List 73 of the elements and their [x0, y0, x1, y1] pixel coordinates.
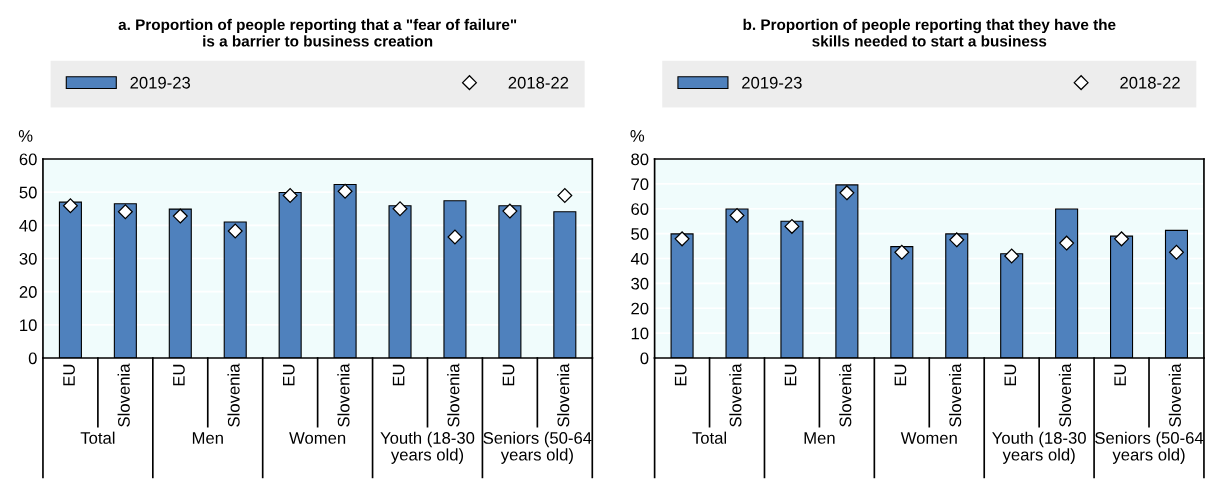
- x-tick-label: Slovenia: [1058, 363, 1072, 427]
- point: [172, 208, 188, 224]
- y-tick-label: 50: [631, 228, 649, 240]
- text: Men: [804, 432, 835, 444]
- chart-title: a. Proportion of people reporting that a "fear of failure" is a barrier to business creation: [118, 18, 517, 47]
- x-tick-label: EU: [283, 364, 295, 386]
- x-tick-label: Slovenia: [557, 363, 570, 427]
- point: [1168, 244, 1184, 260]
- y-tick-label: 30: [631, 277, 649, 290]
- point: [502, 203, 518, 219]
- point: [557, 188, 573, 204]
- x-tick-label: Slovenia: [117, 363, 130, 427]
- x-tick-label: EU: [392, 364, 405, 386]
- point: [674, 231, 690, 247]
- point: [839, 185, 855, 201]
- y-tick-label: 60: [631, 203, 649, 215]
- y-tick-label: 30: [19, 252, 37, 265]
- x-tick-label: EU: [502, 364, 515, 386]
- x-tick-label: Slovenia: [729, 363, 742, 427]
- y-axis-title: %: [18, 130, 33, 142]
- legend-label: 2018-22: [1120, 76, 1180, 89]
- text: Men: [192, 432, 223, 444]
- y-tick-label: 40: [19, 219, 37, 232]
- y-tick-label: 10: [631, 327, 649, 340]
- y-tick-label: 80: [631, 153, 649, 166]
- x-tick-label: Slovenia: [1168, 363, 1181, 427]
- y-tick-label: 20: [631, 302, 649, 315]
- text: Youth (18-30 years old): [992, 431, 1086, 464]
- y-tick-label: 0: [640, 352, 649, 365]
- x-tick-label: EU: [894, 364, 907, 386]
- y-tick-label: 0: [28, 352, 37, 365]
- x-tick-label: Slovenia: [337, 363, 350, 427]
- x-tick-label: EU: [63, 364, 75, 386]
- point: [949, 232, 965, 248]
- legend-label: 2019-23: [130, 76, 191, 89]
- point: [447, 229, 463, 245]
- point: [282, 188, 298, 204]
- point: [392, 201, 408, 217]
- x-tick-label: EU: [173, 364, 185, 386]
- point: [337, 183, 353, 199]
- x-tick-label: Slovenia: [447, 363, 460, 427]
- point: [784, 218, 800, 234]
- y-axis-title: %: [630, 130, 645, 142]
- point: [894, 244, 910, 260]
- x-tick-label: EU: [674, 364, 687, 386]
- chart-title: b. Proportion of people reporting that they have the skills needed to start a business: [743, 18, 1116, 47]
- point: [62, 198, 78, 214]
- x-tick-label: EU: [1114, 364, 1127, 386]
- point: [227, 223, 243, 239]
- y-tick-label: 70: [631, 178, 649, 191]
- y-tick-label: 40: [630, 252, 649, 265]
- x-tick-label: Slovenia: [839, 363, 852, 427]
- legend-label: 2018-22: [508, 76, 569, 89]
- y-tick-label: 10: [20, 319, 37, 332]
- point: [729, 207, 745, 223]
- text: Women: [900, 432, 957, 444]
- point: [1114, 231, 1130, 247]
- x-tick-label: Slovenia: [948, 363, 962, 427]
- x-tick-label: Slovenia: [227, 363, 240, 427]
- point: [1059, 235, 1075, 251]
- x-tick-label: EU: [784, 364, 797, 386]
- x-tick-label: EU: [1004, 364, 1017, 386]
- legend-label: 2019-23: [742, 76, 802, 89]
- text: Total: [692, 431, 727, 444]
- text: Seniors (50-64 years old): [483, 431, 592, 464]
- y-tick-label: 20: [19, 286, 37, 298]
- y-tick-label: 60: [19, 153, 37, 166]
- text: Women: [289, 432, 346, 444]
- y-tick-label: 50: [19, 186, 37, 199]
- text: Youth (18-30 years old): [380, 431, 475, 464]
- point: [1004, 248, 1020, 264]
- text: Total: [80, 431, 115, 444]
- point: [117, 204, 133, 220]
